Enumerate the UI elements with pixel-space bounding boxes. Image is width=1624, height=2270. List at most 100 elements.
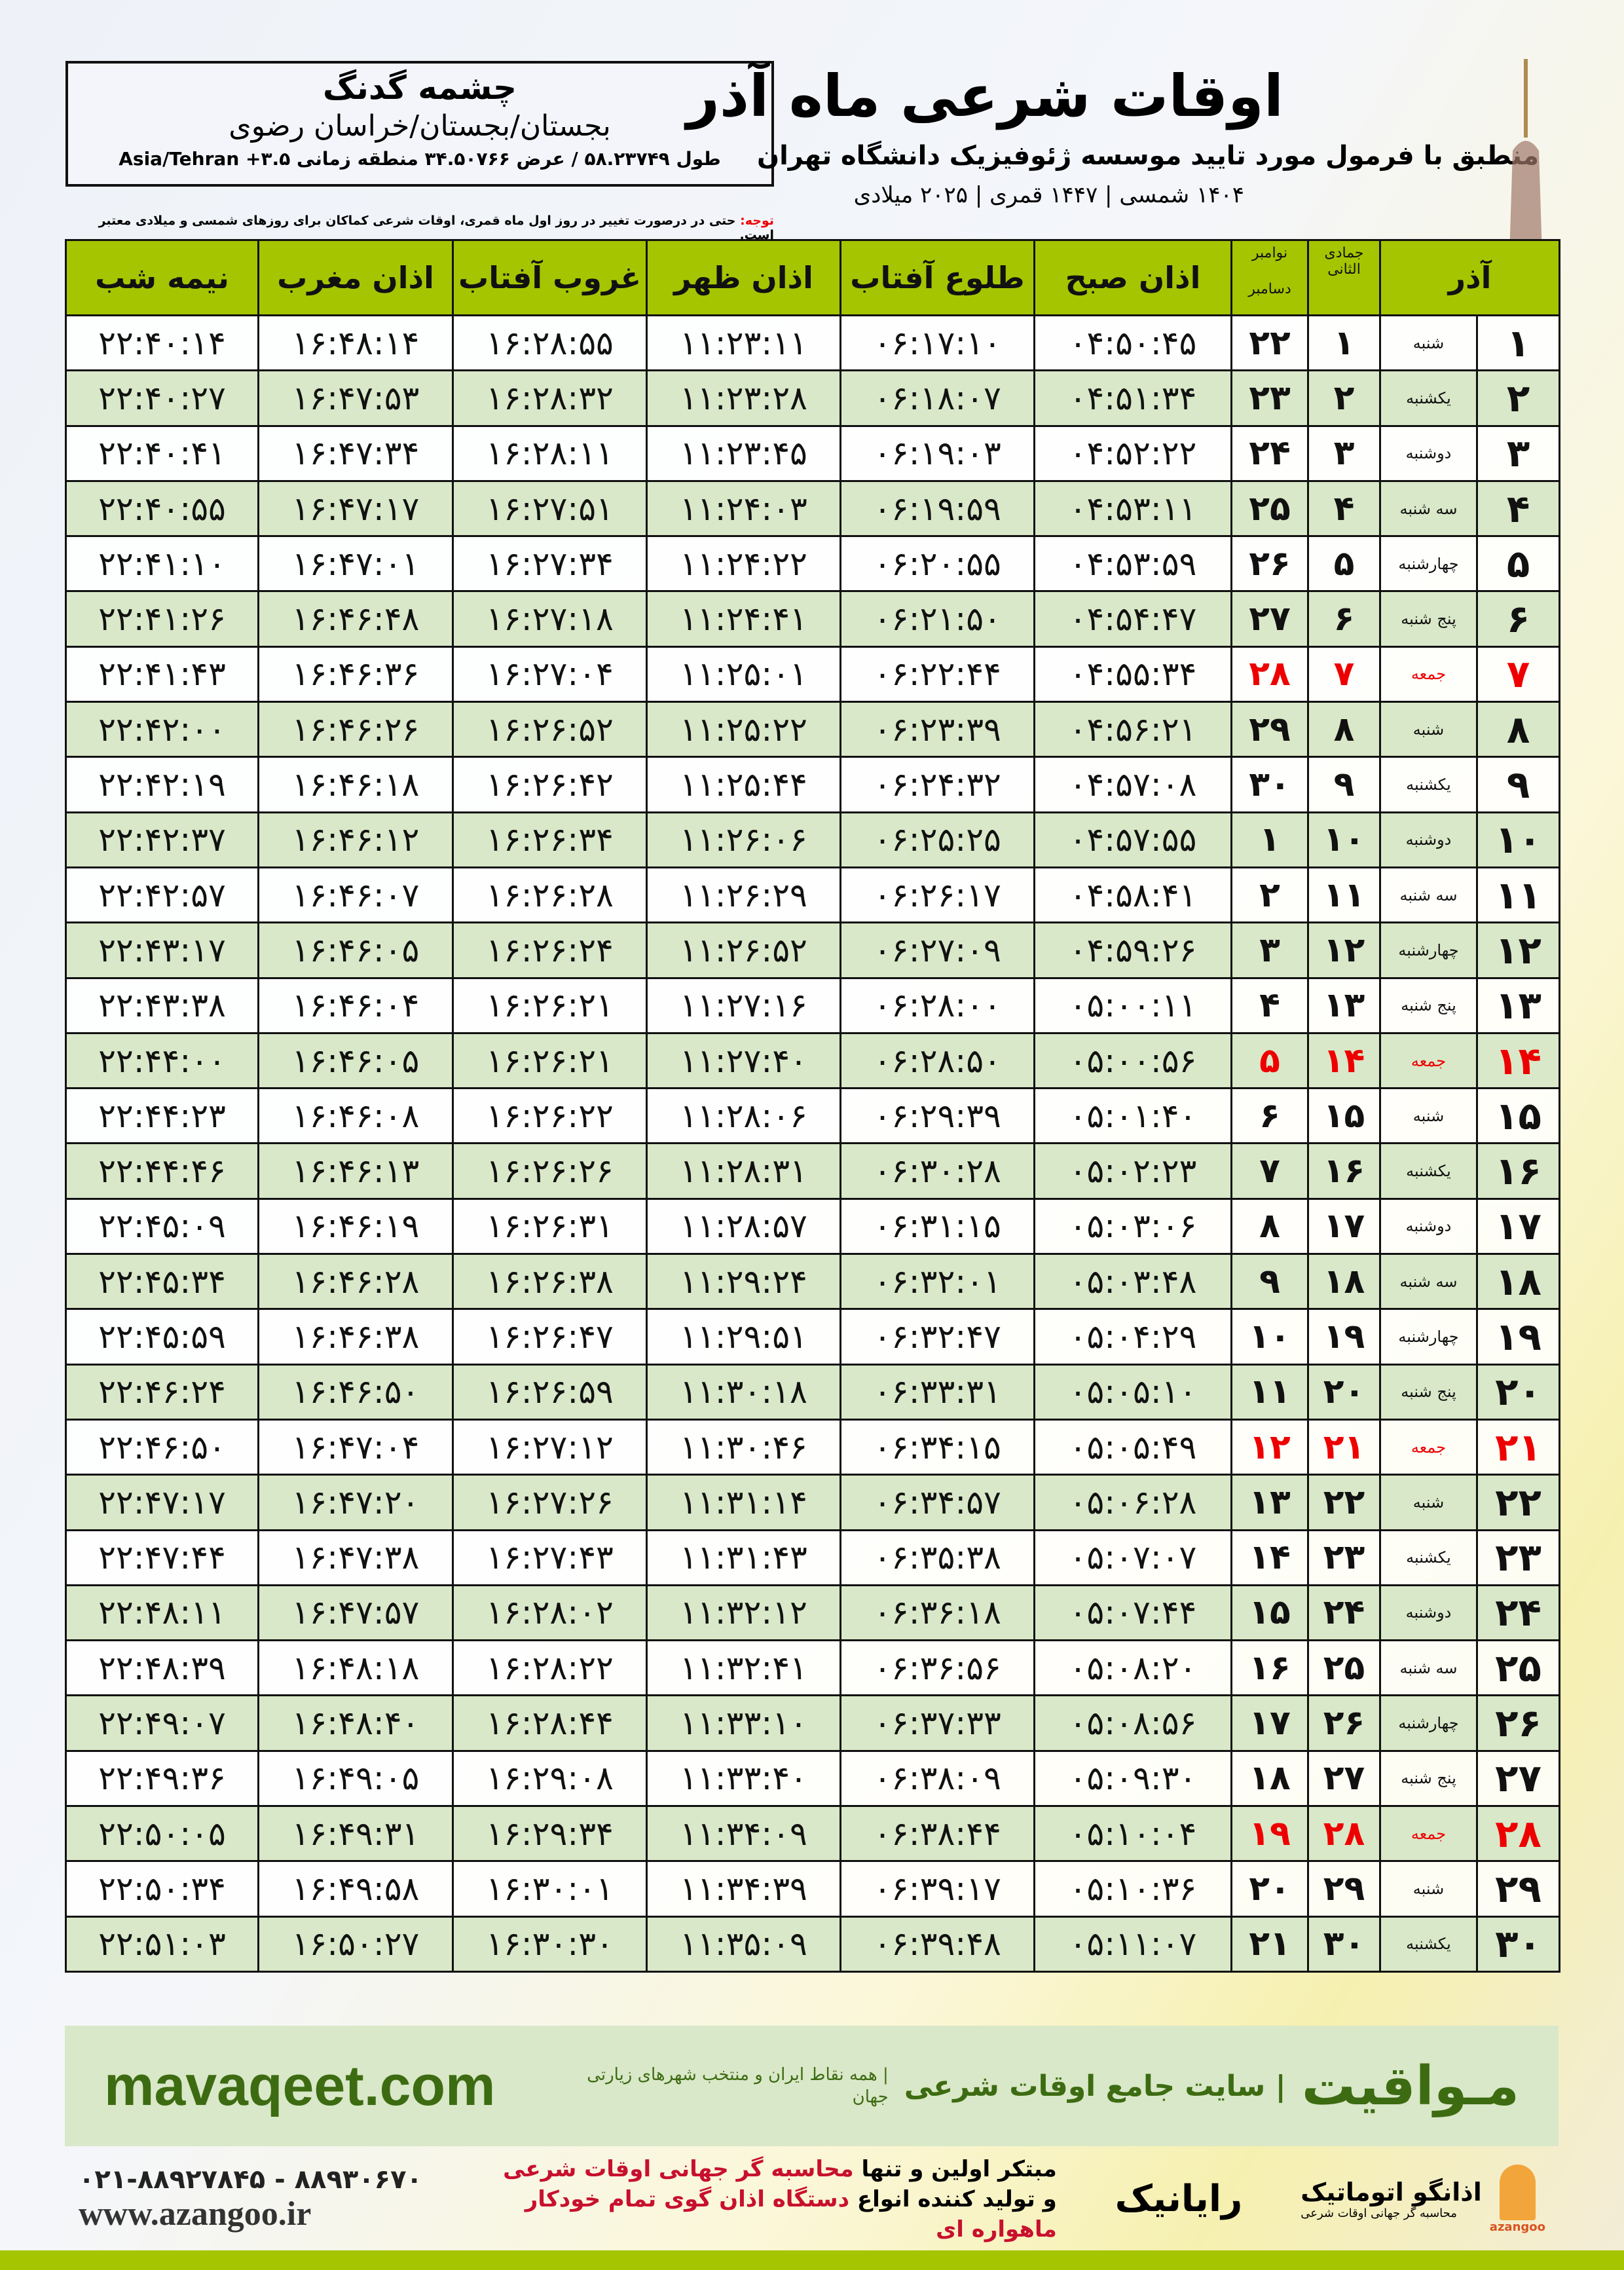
cell-day: ۲۲	[1476, 1474, 1561, 1531]
cell-midnight: ۲۲:۴۴:۲۳	[65, 1087, 259, 1145]
cell-lunar: ۱۱	[1307, 866, 1381, 924]
cell-dhuhr: ۱۱:۲۷:۱۶	[646, 977, 841, 1034]
cell-midnight: ۲۲:۴۶:۵۰	[65, 1418, 259, 1476]
cell-midnight: ۲۲:۴۷:۴۴	[65, 1529, 259, 1586]
cell-fajr: ۰۵:۰۷:۴۴	[1033, 1584, 1232, 1642]
cell-sunset: ۱۶:۲۸:۲۲	[452, 1639, 648, 1697]
cell-lunar: ۸	[1307, 701, 1381, 758]
prayer-times-table: آذر جمادی الثانی نوامبر دسامبر اذان صبح ط…	[65, 239, 1561, 1973]
cell-sunrise: ۰۶:۳۵:۳۸	[840, 1529, 1035, 1586]
table-header: آذر جمادی الثانی نوامبر دسامبر اذان صبح ط…	[65, 239, 1561, 316]
table-row: ۲۸ جمعه ۲۸ ۱۹ ۰۵:۱۰:۰۴ ۰۶:۳۸:۴۴ ۱۱:۳۴:۰۹ ۱۶:۲۹:…	[65, 1805, 1561, 1863]
cell-greg: ۶	[1230, 1087, 1309, 1145]
cell-greg: ۳۰	[1230, 756, 1309, 813]
cell-sunrise: ۰۶:۳۹:۱۷	[840, 1860, 1035, 1918]
cell-maghrib: ۱۶:۵۰:۲۷	[257, 1915, 454, 1973]
cell-dhuhr: ۱۱:۳۳:۱۰	[646, 1694, 841, 1752]
cell-day: ۲۳	[1476, 1529, 1561, 1586]
cell-sunrise: ۰۶:۲۵:۲۵	[840, 811, 1035, 868]
cell-day: ۲۹	[1476, 1860, 1561, 1918]
cell-weekday: پنج شنبه	[1378, 977, 1479, 1034]
cell-lunar: ۲۸	[1307, 1805, 1381, 1863]
cell-day: ۱۷	[1476, 1197, 1561, 1256]
cell-midnight: ۲۲:۴۰:۲۷	[65, 369, 259, 427]
cell-day: ۱۹	[1476, 1308, 1561, 1366]
table-row: ۹ یکشنبه ۹ ۳۰ ۰۴:۵۷:۰۸ ۰۶:۲۴:۳۲ ۱۱:۲۵:۴۴ ۱۶:۲۶:…	[65, 756, 1561, 813]
cell-sunset: ۱۶:۲۷:۵۱	[452, 479, 648, 538]
col-greg-top: نوامبر	[1251, 245, 1288, 261]
cell-maghrib: ۱۶:۴۶:۱۹	[257, 1197, 454, 1256]
cell-midnight: ۲۲:۴۸:۱۱	[65, 1584, 259, 1642]
cell-sunset: ۱۶:۲۸:۳۲	[452, 369, 648, 427]
col-dhuhr: اذان ظهر	[646, 239, 841, 316]
note: توجه: حتی در درصورت تغییر در روز اول ماه…	[65, 214, 774, 242]
cell-sunset: ۱۶:۲۶:۳۸	[452, 1253, 648, 1311]
col-sunrise: طلوع آفتاب	[840, 239, 1035, 316]
cell-maghrib: ۱۶:۴۸:۴۰	[257, 1694, 454, 1752]
cell-sunrise: ۰۶:۲۰:۵۵	[840, 535, 1035, 593]
cell-sunrise: ۰۶:۲۸:۵۰	[840, 1032, 1035, 1090]
cell-sunset: ۱۶:۲۶:۳۱	[452, 1197, 648, 1256]
cell-weekday: سه شنبه	[1378, 479, 1479, 538]
cell-maghrib: ۱۶:۴۶:۳۸	[257, 1308, 454, 1366]
cell-day: ۲۱	[1476, 1418, 1561, 1476]
cell-lunar: ۲۵	[1307, 1639, 1381, 1697]
cell-dhuhr: ۱۱:۳۲:۱۲	[646, 1584, 841, 1642]
cell-maghrib: ۱۶:۴۹:۵۸	[257, 1860, 454, 1918]
site-link[interactable]: mavaqeet.com	[104, 2054, 496, 2117]
cell-maghrib: ۱۶:۴۶:۰۸	[257, 1087, 454, 1145]
cell-greg: ۲۵	[1230, 479, 1309, 538]
cell-fajr: ۰۴:۵۶:۲۱	[1033, 701, 1232, 758]
cell-sunrise: ۰۶:۳۴:۵۷	[840, 1474, 1035, 1531]
cell-maghrib: ۱۶:۴۶:۵۰	[257, 1363, 454, 1421]
cell-sunset: ۱۶:۲۷:۱۲	[452, 1418, 648, 1476]
cell-greg: ۲۶	[1230, 535, 1309, 593]
cell-fajr: ۰۴:۵۲:۲۲	[1033, 424, 1232, 482]
cell-lunar: ۷	[1307, 645, 1381, 703]
cell-lunar: ۲۴	[1307, 1584, 1381, 1642]
cell-weekday: شنبه	[1378, 701, 1479, 758]
table-row: ۲۰ پنج شنبه ۲۰ ۱۱ ۰۵:۰۵:۱۰ ۰۶:۳۳:۳۱ ۱۱:۳۰:۱۸ ۱۶…	[65, 1363, 1561, 1421]
cell-sunrise: ۰۶:۱۹:۰۳	[840, 424, 1035, 482]
cell-sunrise: ۰۶:۳۶:۵۶	[840, 1639, 1035, 1697]
cell-maghrib: ۱۶:۴۷:۳۸	[257, 1529, 454, 1586]
cell-greg: ۴	[1230, 977, 1309, 1034]
cell-greg: ۱۸	[1230, 1749, 1309, 1808]
cell-maghrib: ۱۶:۴۶:۱۳	[257, 1142, 454, 1200]
azangoo-link[interactable]: www.azangoo.ir	[79, 2195, 312, 2233]
cell-maghrib: ۱۶:۴۸:۱۸	[257, 1639, 454, 1697]
cell-lunar: ۲۰	[1307, 1363, 1381, 1421]
cell-weekday: یکشنبه	[1378, 369, 1479, 427]
cell-lunar: ۱۹	[1307, 1308, 1381, 1366]
cell-greg: ۹	[1230, 1253, 1309, 1311]
table-row: ۱۲ چهارشنبه ۱۲ ۳ ۰۴:۵۹:۲۶ ۰۶:۲۷:۰۹ ۱۱:۲۶:۵۲ ۱۶:…	[65, 921, 1561, 979]
cell-weekday: یکشنبه	[1378, 756, 1479, 813]
cell-sunset: ۱۶:۲۶:۳۴	[452, 811, 648, 868]
cell-sunset: ۱۶:۲۷:۰۴	[452, 645, 648, 703]
cell-weekday: دوشنبه	[1378, 811, 1479, 868]
cell-lunar: ۲۱	[1307, 1418, 1381, 1476]
cell-midnight: ۲۲:۴۶:۲۴	[65, 1363, 259, 1421]
cell-sunrise: ۰۶:۲۸:۰۰	[840, 977, 1035, 1034]
cell-fajr: ۰۵:۰۷:۰۷	[1033, 1529, 1232, 1586]
contact-block: ۰۲۱-۸۸۹۲۷۸۴۵ - ۸۸۹۳۰۶۷۰ www.azangoo.ir	[79, 2165, 422, 2233]
cell-day: ۱	[1476, 314, 1561, 372]
cell-weekday: پنج شنبه	[1378, 590, 1479, 648]
cell-sunset: ۱۶:۲۷:۳۴	[452, 535, 648, 593]
cell-sunset: ۱۶:۲۶:۴۲	[452, 756, 648, 813]
cell-sunrise: ۰۶:۳۹:۴۸	[840, 1915, 1035, 1973]
cell-fajr: ۰۵:۰۸:۵۶	[1033, 1694, 1232, 1752]
cell-day: ۵	[1476, 535, 1561, 593]
dome-icon	[1499, 2164, 1536, 2220]
cell-sunrise: ۰۶:۲۶:۱۷	[840, 866, 1035, 924]
table-row: ۱۱ سه شنبه ۱۱ ۲ ۰۴:۵۸:۴۱ ۰۶:۲۶:۱۷ ۱۱:۲۶:۲۹ ۱۶:۲…	[65, 866, 1561, 924]
cell-day: ۱۸	[1476, 1253, 1561, 1311]
cell-fajr: ۰۵:۱۱:۰۷	[1033, 1915, 1232, 1973]
cell-fajr: ۰۴:۵۳:۵۹	[1033, 535, 1232, 593]
cell-weekday: شنبه	[1378, 314, 1479, 372]
cell-weekday: چهارشنبه	[1378, 535, 1479, 593]
cell-day: ۲۴	[1476, 1584, 1561, 1642]
cell-sunset: ۱۶:۳۰:۰۱	[452, 1860, 648, 1918]
col-greg: نوامبر دسامبر	[1230, 239, 1309, 316]
table-row: ۷ جمعه ۷ ۲۸ ۰۴:۵۵:۳۴ ۰۶:۲۲:۴۴ ۱۱:۲۵:۰۱ ۱۶:۲۷:۰۴…	[65, 645, 1561, 703]
